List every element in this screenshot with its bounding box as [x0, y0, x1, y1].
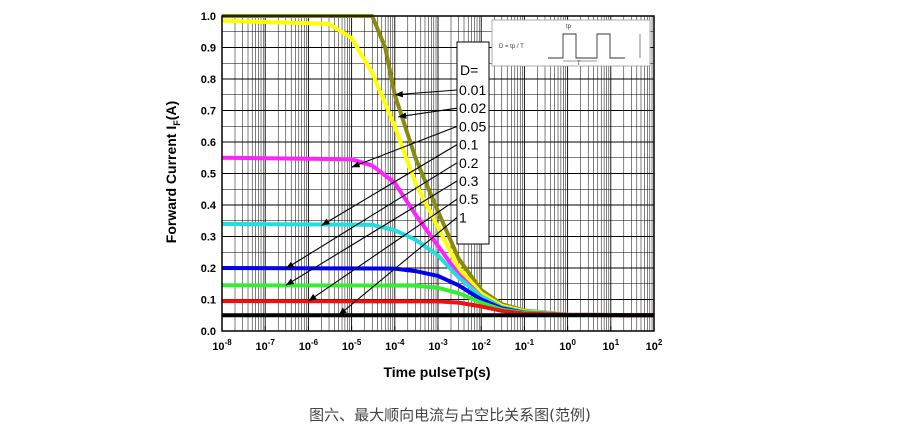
legend-arrow-line [351, 125, 458, 168]
forward-current-chart: 10-8 10-7 10-6 10-5 10-4 10-3 10-2 10-1 100 101 10… [163, 11, 663, 380]
legend-arrow-head [351, 161, 361, 168]
legend-label: 0.2 [459, 155, 479, 171]
legend-arrow-line [321, 144, 458, 226]
legend-label: 0.1 [459, 137, 479, 153]
legend-arrow-line [398, 107, 458, 118]
x-tick-label: 10-2 [472, 338, 492, 353]
y-tick-label: 0.6 [201, 137, 216, 149]
inset-tp-label: tp [566, 24, 572, 30]
inset-formula: D = tp / T [499, 44, 524, 50]
legend-arrow-line [285, 162, 458, 270]
legend-title: D= [460, 62, 478, 78]
legend-label: 0.05 [459, 118, 486, 134]
y-tick-label: 0.7 [201, 106, 216, 118]
y-axis-title-main: Forward Current I [163, 126, 179, 243]
x-tick-label: 102 [646, 338, 663, 353]
y-tick-label: 0.1 [201, 295, 216, 307]
figure-caption: 图六、最大顺向电流与占空比关系图(范例) [309, 406, 591, 424]
legend-arrow-head [321, 218, 330, 226]
inset-period-label: T [577, 61, 581, 67]
y-tick-label: 0.8 [201, 74, 216, 86]
x-tick-label: 10-1 [515, 338, 535, 353]
legend-arrow-head [308, 293, 317, 302]
x-tick-label: 101 [602, 338, 619, 353]
y-tick-label: 0.0 [201, 326, 216, 338]
x-tick-label: 10-3 [428, 338, 448, 353]
y-axis-title-subscript: F [172, 120, 182, 126]
y-tick-label: 0.5 [201, 169, 216, 181]
x-tick-label: 100 [559, 338, 576, 353]
legend-arrow-head [398, 112, 407, 119]
x-tick-label: 10-5 [342, 338, 362, 353]
legend: D= 0.01 0.02 0.05 0.1 0.2 0.3 0.5 1 [285, 41, 490, 316]
data-series [221, 14, 655, 318]
grid-lines [221, 16, 654, 331]
legend-arrow-line [285, 180, 458, 286]
x-tick-label: 10-4 [385, 338, 405, 353]
y-axis-title-unit: (A) [163, 101, 179, 120]
x-tick-label: 10-6 [299, 338, 319, 353]
legend-arrow-line [338, 216, 458, 316]
legend-arrow-head [285, 261, 295, 269]
y-tick-label: 0.9 [201, 43, 216, 55]
legend-label: 0.01 [459, 82, 486, 98]
inset-pulse-wave [548, 33, 625, 59]
x-axis-title: Time pulseTp(s) [383, 364, 490, 380]
axis-ticks: 10-8 10-7 10-6 10-5 10-4 10-3 10-2 10-1 100 101 10… [201, 11, 663, 353]
y-tick-label: 0.3 [201, 232, 216, 244]
legend-label: 0.02 [459, 100, 486, 116]
legend-arrow-head [338, 307, 347, 316]
legend-label: 1 [459, 209, 467, 225]
legend-arrow-head [394, 90, 404, 98]
legend-arrow-head [285, 278, 295, 286]
y-tick-label: 0.4 [201, 200, 217, 212]
legend-arrow-line [394, 89, 458, 96]
y-tick-label: 0.2 [201, 263, 216, 275]
y-tick-label: 1.0 [201, 11, 216, 23]
duty-cycle-inset: D = tp / T tp T [491, 19, 651, 67]
y-axis-title: Forward Current IF(A) [163, 101, 182, 243]
x-tick-label: 10-8 [212, 338, 232, 353]
legend-arrow-line [308, 198, 458, 302]
x-tick-label: 10-7 [256, 338, 276, 353]
legend-label: 0.3 [459, 173, 479, 189]
legend-label: 0.5 [459, 191, 479, 207]
legend-box [456, 41, 490, 245]
